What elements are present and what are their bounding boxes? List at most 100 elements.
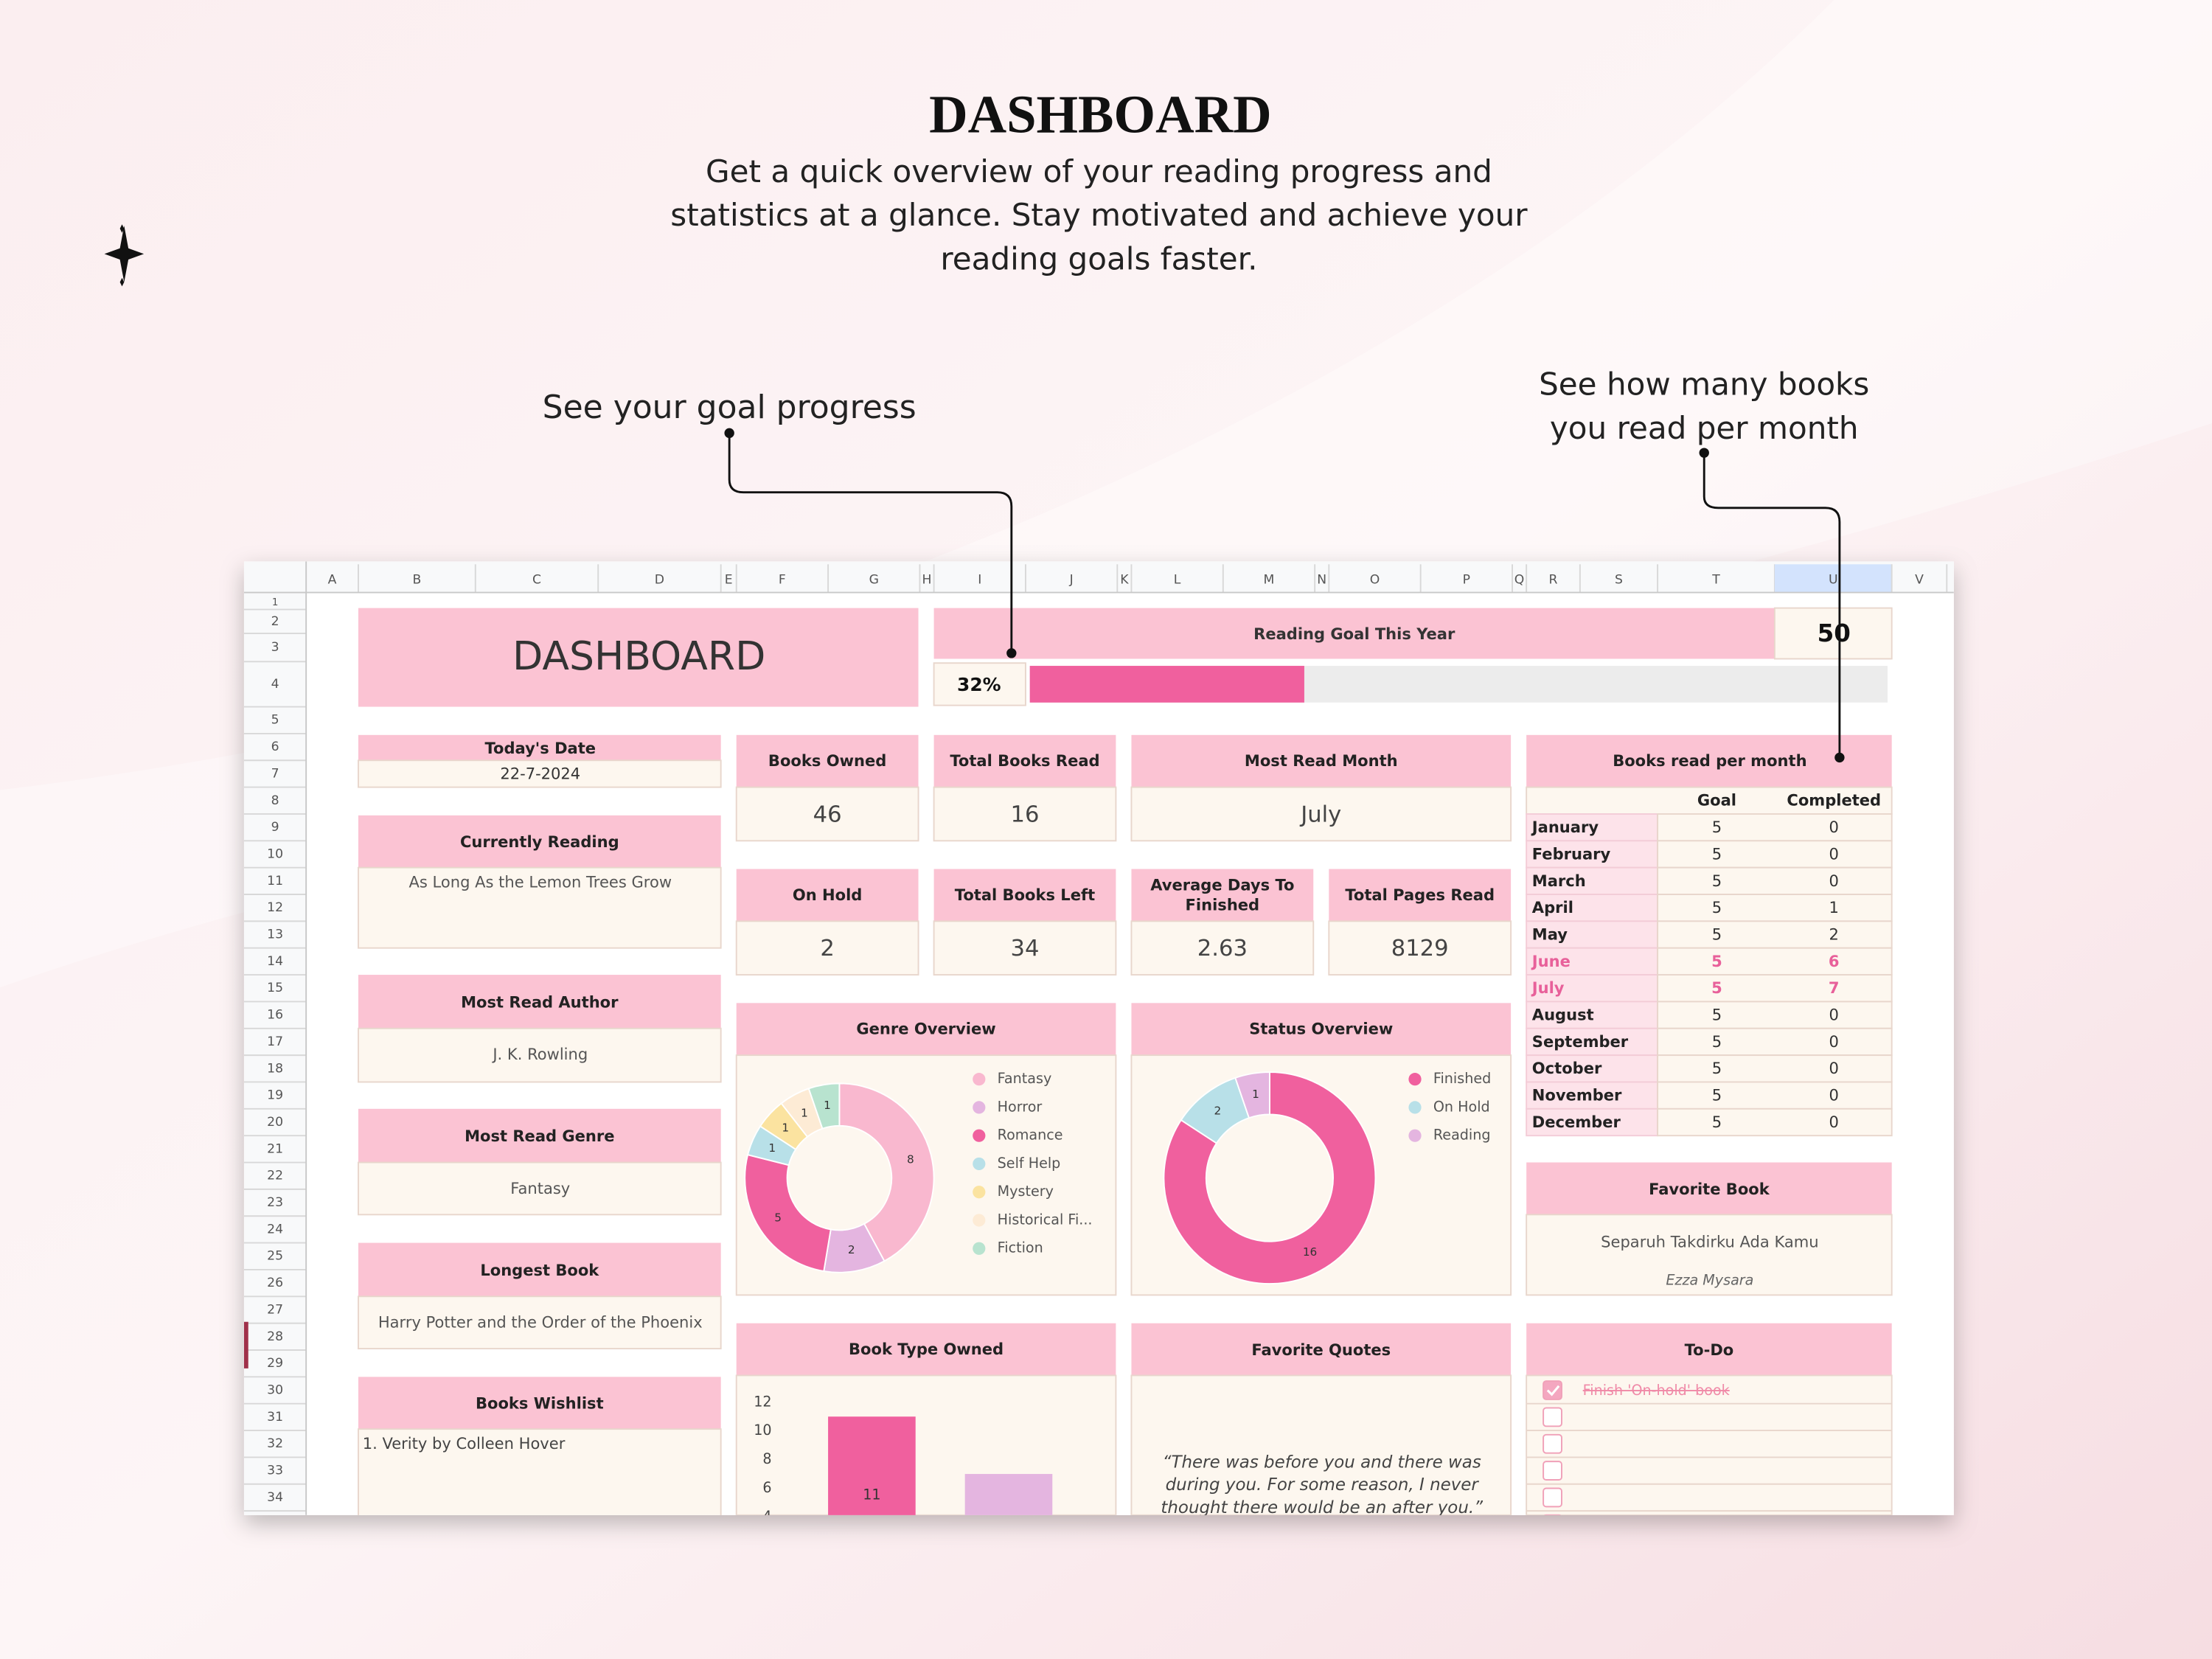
card-body xyxy=(358,759,722,788)
row-number: 27 xyxy=(267,1302,283,1317)
selected-column-header xyxy=(1774,564,1892,593)
connectors xyxy=(728,433,1841,758)
legend-swatch xyxy=(1408,1129,1422,1142)
goal-value: 5 xyxy=(1711,978,1722,997)
stat-body xyxy=(933,920,1117,976)
quote-line: during you. For some reason, I never xyxy=(1166,1475,1480,1495)
card-title: Most Read Author xyxy=(461,992,619,1011)
card-body xyxy=(358,866,722,949)
row-number: 20 xyxy=(267,1115,283,1130)
checkbox[interactable] xyxy=(1543,1407,1562,1427)
stat-body xyxy=(735,786,919,842)
bar-label: 11 xyxy=(863,1486,880,1503)
checkbox[interactable] xyxy=(1543,1487,1562,1508)
row-number: 13 xyxy=(267,928,283,942)
row-number: 32 xyxy=(267,1436,283,1451)
card-body xyxy=(358,1428,722,1515)
row-number: 4 xyxy=(271,677,279,692)
column-letter: T xyxy=(1711,572,1720,587)
month-name: March xyxy=(1532,872,1586,890)
card-title: Books Wishlist xyxy=(476,1394,604,1413)
segment-label: 2 xyxy=(848,1243,855,1256)
row-number: 11 xyxy=(267,874,283,888)
sparkle-icon xyxy=(104,224,145,287)
connector-monthly xyxy=(1703,453,1841,758)
legend-label: Finished xyxy=(1433,1070,1491,1087)
y-tick-label: 4 xyxy=(762,1508,771,1525)
legend-swatch xyxy=(973,1073,986,1086)
completed-value: 0 xyxy=(1829,1086,1839,1105)
goal-value: 5 xyxy=(1712,872,1722,890)
column-letter: M xyxy=(1264,572,1275,587)
segment-label: 5 xyxy=(774,1211,782,1224)
goal-value: 5 xyxy=(1711,952,1722,970)
month-cell xyxy=(1526,1081,1659,1110)
dot xyxy=(1006,648,1017,658)
stat-label: Total Pages Read xyxy=(1345,886,1495,904)
column-letter: I xyxy=(978,572,981,587)
month-name: June xyxy=(1531,952,1571,970)
value-cell xyxy=(1657,1107,1893,1137)
card-value: Fantasy xyxy=(510,1179,570,1197)
month-name: November xyxy=(1532,1086,1622,1105)
column-letter: E xyxy=(725,572,733,587)
column-letter: N xyxy=(1317,572,1326,587)
month-name: December xyxy=(1532,1113,1621,1131)
y-tick-label: 6 xyxy=(762,1479,771,1496)
checkbox[interactable] xyxy=(1543,1380,1562,1400)
card-body xyxy=(1526,1214,1893,1296)
progress-cell xyxy=(933,662,1026,706)
card-value: J. K. Rowling xyxy=(491,1045,588,1063)
stat-value: 46 xyxy=(813,801,842,827)
card-title: Most Read Genre xyxy=(465,1127,614,1145)
completed-value: 0 xyxy=(1829,1032,1839,1051)
legend-label: On Hold xyxy=(1433,1098,1490,1115)
today-date: 22-7-2024 xyxy=(500,764,580,782)
month-name: January xyxy=(1531,818,1599,836)
todo-item: Finish 'On-hold' book xyxy=(1583,1382,1731,1399)
month-name: September xyxy=(1532,1032,1629,1051)
stat-header xyxy=(736,869,919,922)
progress-bar xyxy=(1029,666,1304,703)
subtitle: Get a quick overview of your reading pro… xyxy=(670,153,1528,277)
stat-body xyxy=(735,920,919,976)
goal-header xyxy=(933,608,1775,659)
goal-value: 5 xyxy=(1712,1006,1722,1024)
row-number: 30 xyxy=(267,1383,283,1398)
checkbox[interactable] xyxy=(1543,1461,1562,1481)
completed-value: 0 xyxy=(1829,1113,1839,1131)
column-letter: Q xyxy=(1514,572,1525,587)
card-title: Today's Date xyxy=(484,739,596,757)
month-cell xyxy=(1526,1001,1659,1029)
card-title: Favorite Quotes xyxy=(1251,1340,1391,1359)
table-header xyxy=(1526,734,1892,787)
legend-label: Horror xyxy=(998,1098,1043,1115)
y-tick-label: 12 xyxy=(754,1393,771,1410)
stat-header xyxy=(933,869,1116,922)
stat-label: Finished xyxy=(1186,895,1260,914)
bar-label: 7 xyxy=(1004,1515,1013,1532)
row-number: 18 xyxy=(267,1061,283,1076)
spreadsheet: A B C D E F G H I J K L M N O P Q R S T U V123456789101112131… xyxy=(243,561,1954,1532)
column-letter: U xyxy=(1829,572,1838,587)
column-letter: P xyxy=(1463,572,1470,587)
completed-value: 0 xyxy=(1829,818,1839,836)
donut-segment xyxy=(1234,1071,1270,1119)
stat-body xyxy=(1130,786,1512,842)
column-letter: K xyxy=(1120,572,1129,587)
legend-swatch xyxy=(973,1186,986,1199)
segment-label: 1 xyxy=(768,1141,776,1155)
value-cell xyxy=(1657,1027,1893,1057)
row-number: 15 xyxy=(267,981,283,995)
completed-value: 7 xyxy=(1829,978,1840,997)
month-name: July xyxy=(1531,978,1565,997)
legend-label: Reading xyxy=(1433,1127,1491,1144)
title-block xyxy=(358,608,919,707)
chart-title: Status Overview xyxy=(1249,1020,1393,1038)
card-header xyxy=(1526,1323,1892,1376)
goal-value: 5 xyxy=(1712,844,1722,863)
checkbox[interactable] xyxy=(1543,1433,1562,1454)
row-number: 3 xyxy=(271,640,279,655)
value-cell xyxy=(1657,974,1893,1003)
